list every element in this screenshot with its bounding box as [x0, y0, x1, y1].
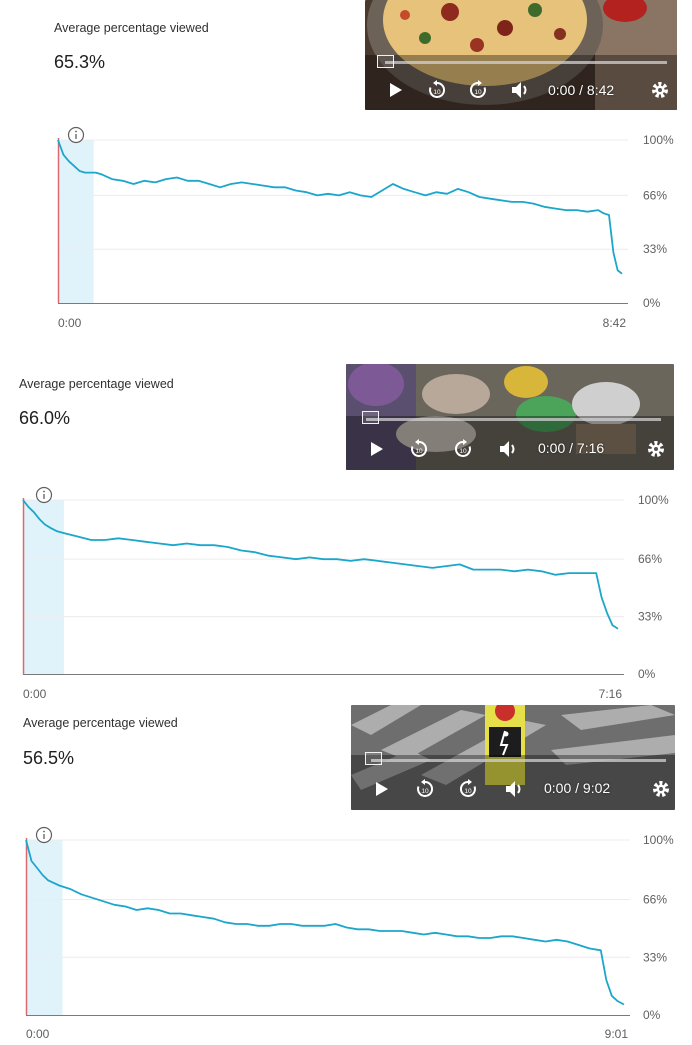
volume-icon[interactable] — [510, 79, 532, 101]
metric-value: 65.3% — [54, 52, 106, 72]
seek-bar[interactable] — [371, 759, 666, 762]
svg-text:10: 10 — [433, 89, 441, 96]
info-icon-circle — [35, 826, 53, 844]
retention-series-line — [22, 499, 619, 630]
seek-thumb-preview[interactable] — [377, 55, 394, 68]
svg-text:10: 10 — [421, 788, 429, 795]
intro-highlight-band — [58, 140, 94, 303]
info-icon — [67, 126, 85, 144]
intro-highlight-band — [23, 500, 64, 674]
y-tick-label: 33% — [643, 242, 667, 256]
y-tick-label: 100% — [643, 133, 674, 147]
metric-value: 66.0% — [19, 408, 71, 428]
timecode: 0:00 / 8:42 — [548, 82, 615, 98]
seek-bar[interactable] — [385, 61, 667, 64]
retention-chart: 100% 66% 33% 0% 0:00 9:01 — [25, 826, 674, 1041]
metric-label: Average percentage viewed — [19, 377, 174, 391]
retention-panel-1: Average percentage viewed 65.3% 10 10 — [0, 0, 692, 340]
x-tick-label: 0:00 — [23, 687, 47, 701]
metric-label: Average percentage viewed — [54, 21, 209, 35]
info-icon — [35, 826, 53, 844]
x-tick-label: 7:16 — [599, 687, 623, 701]
volume-icon[interactable] — [498, 438, 520, 460]
play-icon[interactable] — [387, 80, 405, 100]
pizza-thumbnail — [365, 0, 677, 110]
play-icon[interactable] — [368, 439, 386, 459]
forward-10-icon[interactable]: 10 — [466, 78, 490, 102]
y-tick-label: 0% — [643, 296, 661, 310]
y-tick-label: 33% — [638, 610, 662, 624]
y-tick-label: 66% — [643, 893, 667, 907]
x-tick-label: 9:01 — [605, 1027, 629, 1041]
rewind-10-icon[interactable]: 10 — [413, 777, 437, 801]
rewind-10-icon[interactable]: 10 — [407, 437, 431, 461]
x-tick-label: 0:00 — [58, 316, 82, 330]
intro-highlight-band — [26, 840, 63, 1015]
y-tick-label: 0% — [638, 667, 656, 681]
info-icon-dot — [75, 130, 77, 133]
y-tick-label: 100% — [638, 493, 669, 507]
seek-thumb-preview[interactable] — [362, 411, 379, 424]
metric-value: 56.5% — [23, 748, 75, 768]
info-icon — [35, 486, 53, 504]
timecode: 0:00 / 7:16 — [538, 440, 605, 456]
forward-10-icon[interactable]: 10 — [456, 777, 480, 801]
y-tick-label: 100% — [643, 833, 674, 847]
info-icon-dot — [43, 830, 45, 833]
metric-label: Average percentage viewed — [23, 716, 178, 730]
retention-chart: 100% 66% 33% 0% 0:00 7:16 — [22, 486, 669, 701]
forward-10-icon[interactable]: 10 — [451, 437, 475, 461]
y-tick-label: 66% — [638, 552, 662, 566]
gear-icon[interactable] — [650, 778, 672, 800]
seek-bar[interactable] — [366, 418, 661, 421]
y-tick-label: 0% — [643, 1008, 661, 1022]
svg-text:10: 10 — [474, 89, 482, 96]
volume-icon[interactable] — [504, 778, 526, 800]
info-icon-circle — [35, 486, 53, 504]
video-player-preview[interactable]: 10 10 0:00 / 9:02 — [351, 705, 675, 810]
video-player-preview[interactable]: 10 10 0:00 / 8:42 — [365, 0, 677, 110]
gear-icon[interactable] — [649, 79, 671, 101]
seek-thumb-preview[interactable] — [365, 752, 382, 765]
retention-chart: 100% 66% 33% 0% 0:00 8:42 — [57, 126, 674, 330]
retention-series-line — [25, 839, 625, 1006]
info-icon-dot — [43, 490, 45, 493]
y-tick-label: 66% — [643, 188, 667, 202]
svg-text:10: 10 — [415, 448, 423, 455]
svg-text:10: 10 — [464, 788, 472, 795]
gear-icon[interactable] — [645, 438, 667, 460]
x-tick-label: 8:42 — [603, 316, 627, 330]
x-tick-label: 0:00 — [26, 1027, 50, 1041]
rewind-10-icon[interactable]: 10 — [425, 78, 449, 102]
play-icon[interactable] — [373, 779, 391, 799]
video-player-preview[interactable]: 10 10 0:00 / 7:16 — [346, 364, 674, 470]
retention-series-line — [57, 139, 623, 275]
svg-text:10: 10 — [459, 448, 467, 455]
y-tick-label: 33% — [643, 950, 667, 964]
market-thumbnail — [346, 364, 674, 470]
timecode: 0:00 / 9:02 — [544, 780, 611, 796]
